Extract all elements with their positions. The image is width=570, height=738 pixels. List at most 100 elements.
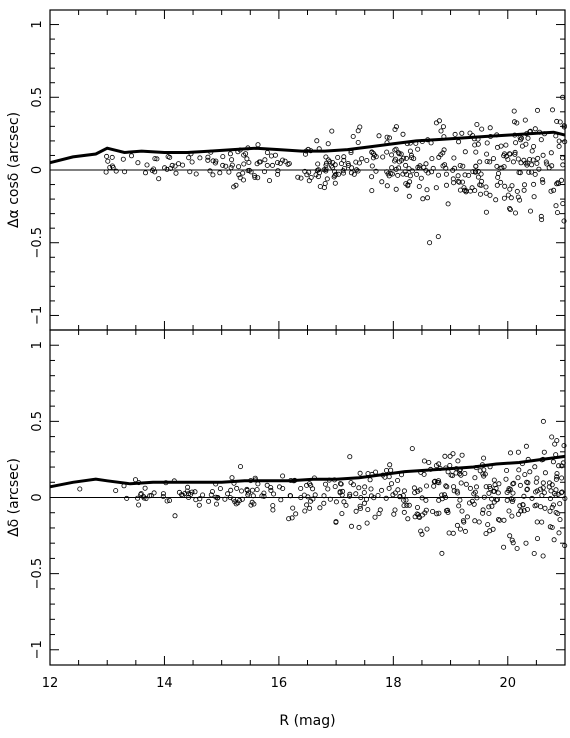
data-point <box>213 501 219 507</box>
data-point <box>425 170 431 176</box>
data-point <box>532 171 538 177</box>
data-point <box>160 493 166 499</box>
data-point <box>548 488 554 494</box>
data-point <box>547 508 553 514</box>
data-point <box>483 190 489 196</box>
data-point <box>341 499 347 505</box>
data-point <box>518 160 524 166</box>
data-point <box>513 210 519 216</box>
data-point <box>433 120 439 126</box>
data-point <box>392 127 398 133</box>
data-point <box>554 118 560 124</box>
data-point <box>335 154 341 160</box>
data-point <box>419 531 425 537</box>
data-point <box>472 475 478 481</box>
data-point <box>254 487 260 493</box>
data-point <box>349 165 355 171</box>
data-point <box>353 508 359 514</box>
data-point <box>526 169 532 175</box>
data-point <box>223 163 229 169</box>
data-point <box>539 492 545 498</box>
data-point <box>368 493 374 499</box>
x-tick-label: 12 <box>42 676 59 691</box>
data-point <box>477 191 483 197</box>
data-point <box>245 490 251 496</box>
data-point <box>510 540 516 546</box>
data-point <box>392 507 398 513</box>
data-point <box>167 154 173 160</box>
data-point <box>534 519 540 525</box>
data-point <box>515 449 521 455</box>
data-point <box>416 514 422 520</box>
data-point <box>507 186 513 192</box>
data-point <box>512 151 518 157</box>
data-point <box>506 508 512 514</box>
data-point <box>455 458 461 464</box>
data-point <box>472 142 478 148</box>
data-point <box>562 139 568 145</box>
data-point <box>509 513 515 519</box>
data-point <box>166 497 172 503</box>
data-point <box>508 195 514 201</box>
data-point <box>377 507 383 513</box>
data-point <box>501 517 507 523</box>
data-point <box>164 498 170 504</box>
data-point <box>507 151 513 157</box>
data-point <box>220 154 226 160</box>
data-point <box>369 174 375 180</box>
data-point <box>490 156 496 162</box>
data-point <box>535 107 541 113</box>
data-point <box>261 493 267 499</box>
data-point <box>293 511 299 517</box>
data-point <box>556 143 562 149</box>
data-point <box>380 154 386 160</box>
data-point <box>531 181 537 187</box>
data-point <box>456 179 462 185</box>
data-point <box>332 484 338 490</box>
data-point <box>357 503 363 509</box>
data-point <box>210 172 216 178</box>
data-point <box>347 454 353 460</box>
data-point <box>507 450 513 456</box>
data-point <box>214 495 220 501</box>
data-point <box>535 536 541 542</box>
data-point <box>321 493 327 499</box>
data-point <box>225 491 231 497</box>
data-point <box>423 161 429 167</box>
data-point <box>435 234 441 240</box>
data-point <box>540 480 546 486</box>
data-point <box>474 122 480 128</box>
data-point <box>307 505 313 511</box>
data-point <box>282 158 288 164</box>
data-point <box>122 169 128 175</box>
data-point <box>142 170 148 176</box>
data-point <box>345 160 351 166</box>
data-point <box>473 163 479 169</box>
data-point <box>154 156 160 162</box>
data-point <box>544 161 550 167</box>
data-point <box>445 509 451 515</box>
data-point <box>444 484 450 490</box>
data-point <box>302 168 308 174</box>
data-point <box>196 502 202 508</box>
data-point <box>457 471 463 477</box>
data-point <box>427 240 433 246</box>
data-point <box>462 528 468 534</box>
data-point <box>323 168 329 174</box>
data-point <box>436 497 442 503</box>
data-point <box>222 496 228 502</box>
data-point <box>244 156 250 162</box>
data-point <box>530 157 536 163</box>
data-point <box>393 186 399 192</box>
data-point <box>409 168 415 174</box>
data-point <box>226 169 232 175</box>
data-point <box>270 507 276 513</box>
data-point <box>501 195 507 201</box>
data-point <box>491 499 497 505</box>
data-point <box>255 142 261 148</box>
data-point <box>460 163 466 169</box>
data-point <box>236 164 242 170</box>
data-point <box>357 470 363 476</box>
data-point <box>560 94 566 100</box>
data-point <box>548 150 554 156</box>
